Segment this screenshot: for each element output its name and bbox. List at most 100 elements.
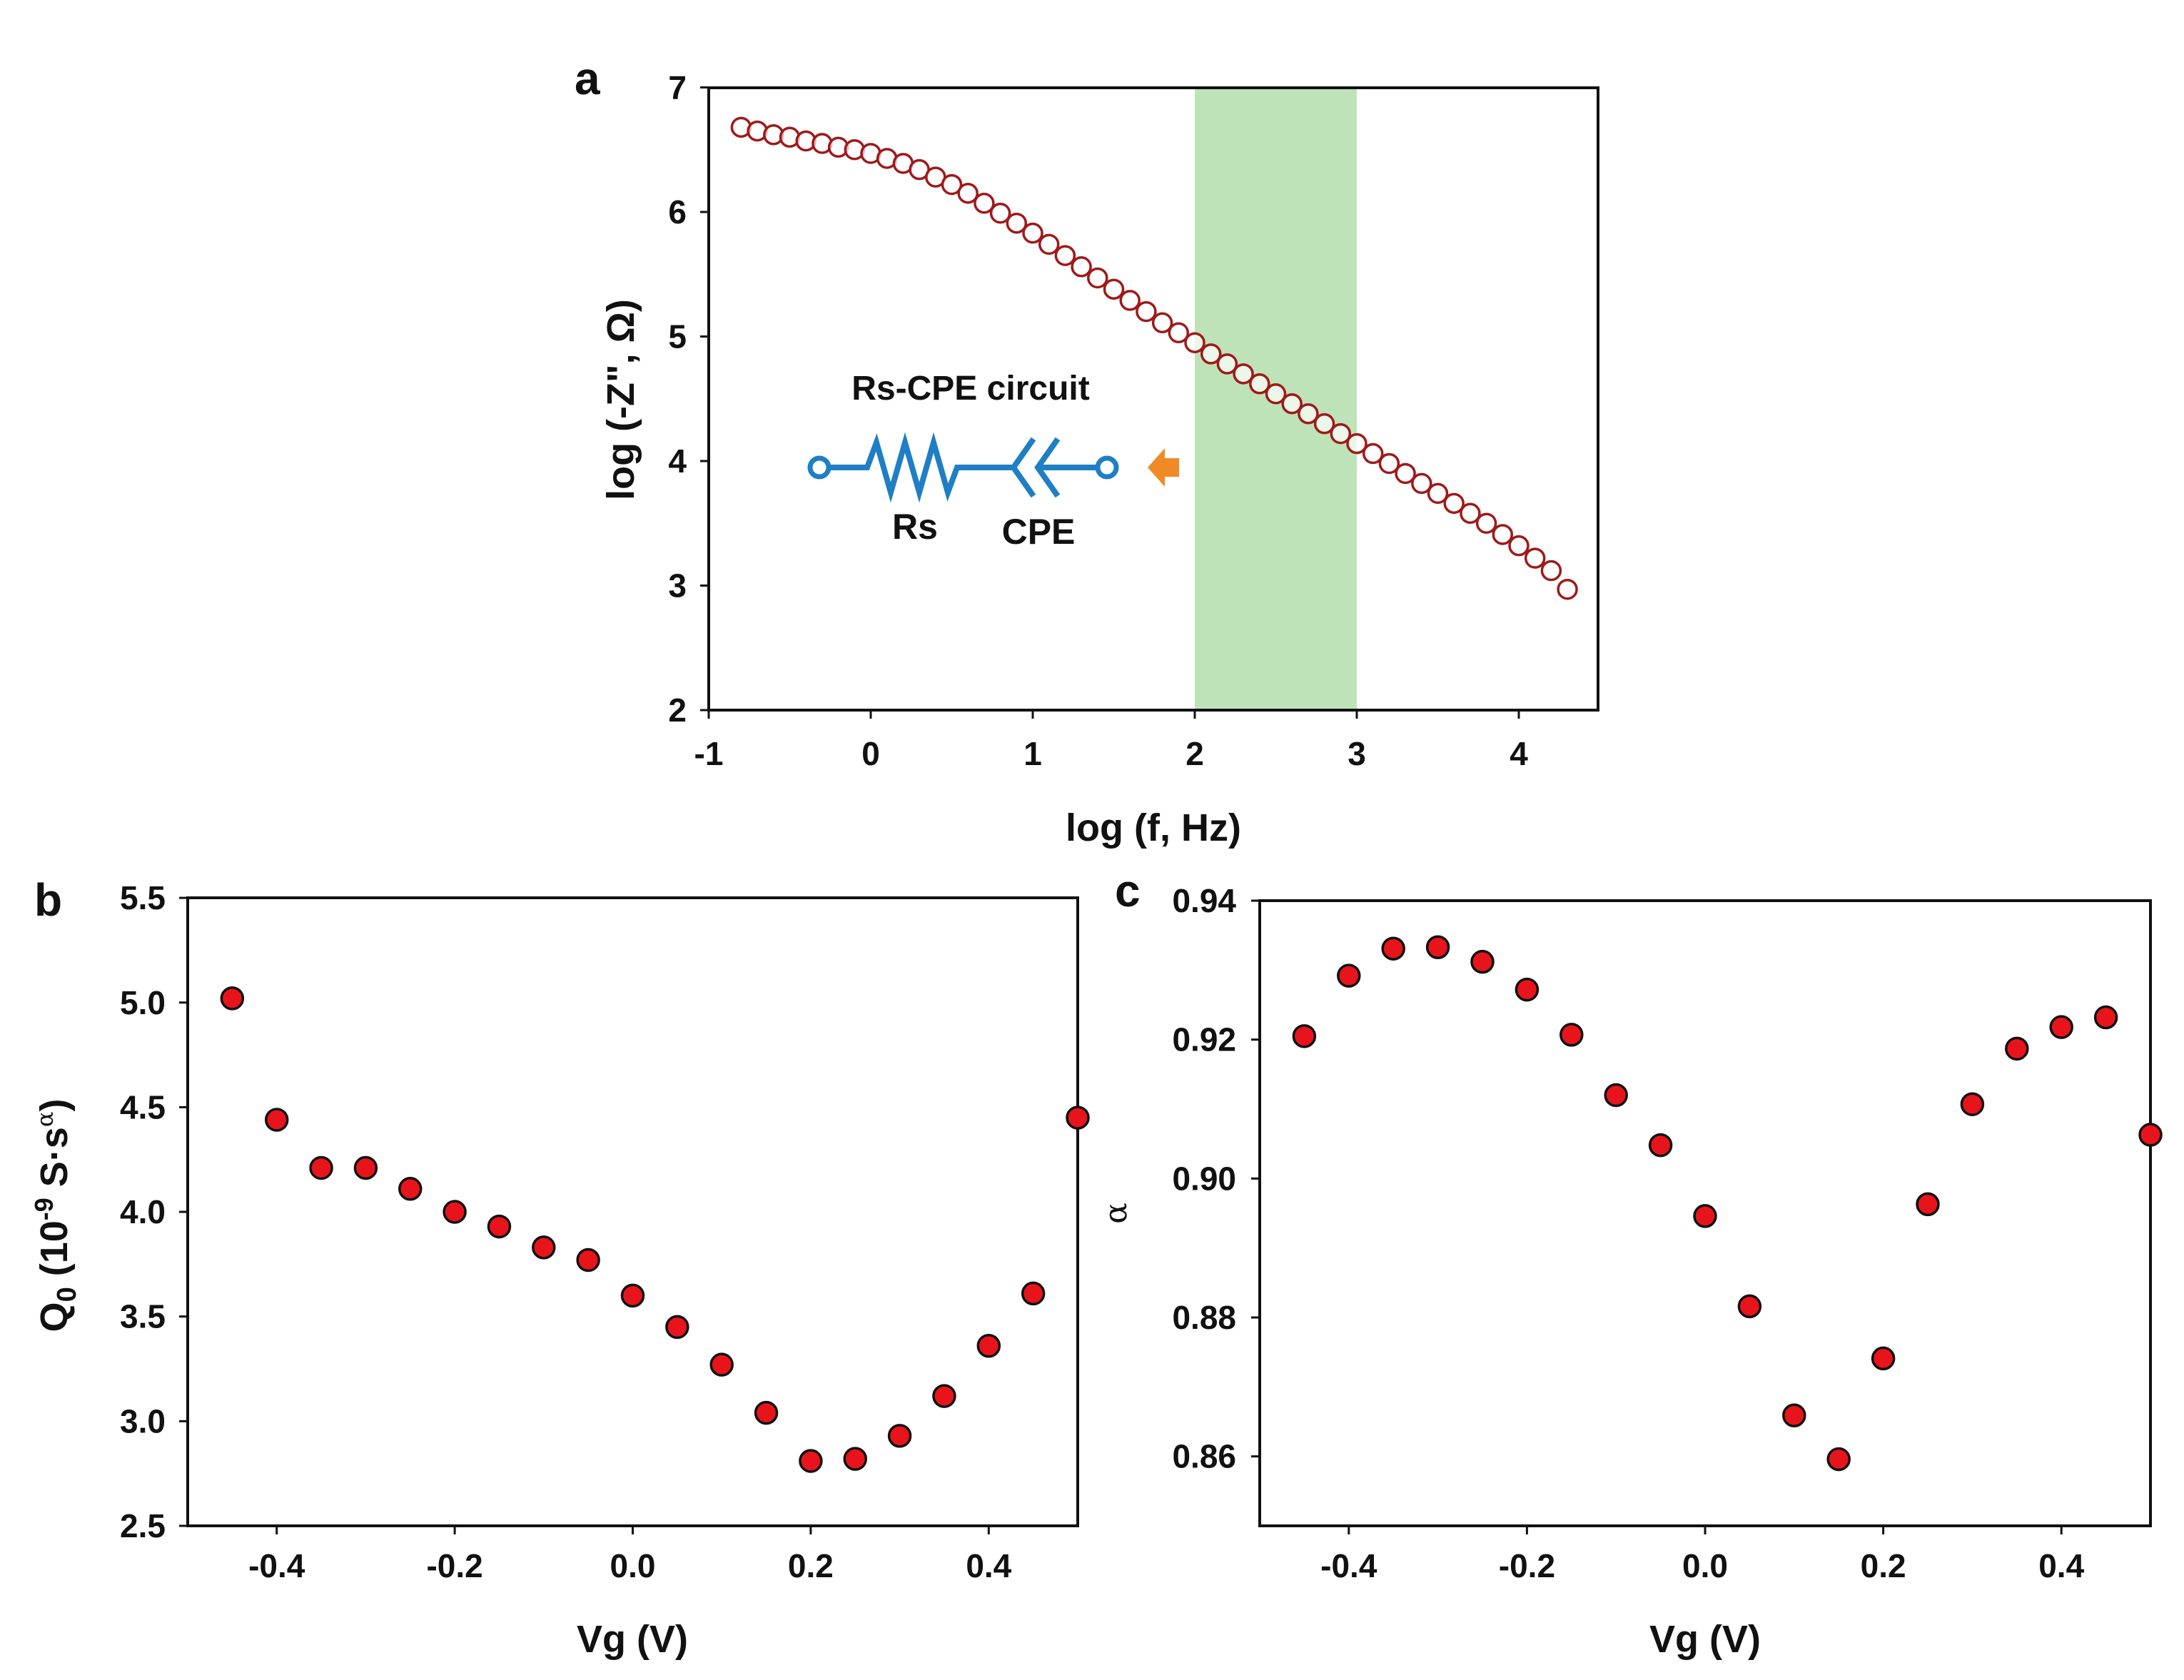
- y-title-b-main: Q: [33, 1302, 76, 1332]
- panel-letter-a: a: [575, 53, 600, 104]
- y-tick-label: 4: [668, 442, 687, 480]
- data-point: [1337, 963, 1361, 988]
- y-tick-label: 6: [668, 193, 687, 231]
- x-tick-label: 3: [1348, 735, 1366, 772]
- y-title-b-sub: 0: [52, 1287, 82, 1302]
- data-point: [989, 202, 1011, 224]
- circuit-inset: Rs-CPE circuit Rs CPE: [807, 370, 1179, 552]
- data-point: [2049, 1015, 2073, 1039]
- plot-frame-a: [707, 86, 1599, 712]
- data-point: [1470, 949, 1495, 974]
- series-b: [220, 986, 1090, 1473]
- data-point: [1184, 332, 1205, 353]
- y-tick-label: 7: [668, 69, 687, 106]
- x-tick-label: 2: [1185, 735, 1204, 772]
- data-point: [1960, 1092, 1985, 1116]
- data-point: [2093, 1005, 2118, 1030]
- data-point: [1508, 535, 1530, 557]
- data-point: [1492, 524, 1514, 545]
- panel-letter-b: b: [34, 874, 62, 926]
- arrow-icon: [1148, 448, 1179, 487]
- data-point: [2138, 1123, 2163, 1147]
- y-axis-title-b: Q0 (10-9 S·sα): [29, 1099, 82, 1332]
- data-point: [1524, 547, 1546, 569]
- data-point: [1298, 403, 1319, 425]
- data-point: [1066, 1105, 1090, 1130]
- x-tick-label: 4: [1510, 735, 1528, 772]
- data-point: [1475, 512, 1497, 534]
- y-tick-label: 3.5: [120, 1298, 166, 1335]
- y-title-b-alpha: α: [31, 1112, 59, 1128]
- y-tick-label: 5.0: [120, 984, 166, 1021]
- data-point: [1737, 1294, 1762, 1319]
- data-point: [754, 1400, 779, 1425]
- data-point: [1378, 452, 1400, 475]
- data-point: [576, 1248, 600, 1272]
- y-title-b-mid: (10: [33, 1220, 76, 1287]
- x-axis-title-b: Vg (V): [577, 1618, 688, 1661]
- y-tick-label: 0.94: [1172, 882, 1236, 919]
- data-point: [1038, 233, 1060, 255]
- data-point: [709, 1352, 734, 1377]
- data-point: [398, 1177, 423, 1201]
- circuit-diagram: [807, 432, 1119, 503]
- data-point: [1648, 1133, 1673, 1158]
- x-tick-label: -0.4: [248, 1547, 305, 1584]
- panel-letter-c: c: [1115, 865, 1141, 916]
- y-title-b-sup: -9: [29, 1198, 59, 1220]
- y-tick-label: 2: [668, 692, 687, 729]
- data-point: [1395, 462, 1416, 485]
- data-point: [1119, 290, 1141, 311]
- y-title-b-close: ): [33, 1099, 76, 1112]
- data-point: [220, 986, 245, 1011]
- data-point: [1330, 422, 1352, 445]
- data-point: [1021, 1281, 1046, 1306]
- y-axis-title-c: α: [1098, 1203, 1134, 1224]
- data-point: [799, 1449, 823, 1473]
- data-point: [1515, 977, 1540, 1002]
- data-point: [1826, 1447, 1851, 1472]
- x-tick-label: -0.2: [1499, 1547, 1555, 1584]
- data-point: [957, 183, 979, 204]
- y-title-b-unit: S·s: [33, 1127, 76, 1198]
- x-tick-label: 0.0: [610, 1547, 656, 1584]
- data-point: [1362, 442, 1384, 465]
- x-tick-label: 0: [861, 735, 880, 772]
- axis-ticks-b: -0.4 -0.2 0.0 0.2 0.4 2.5 3.0 3.5 4.0 4.5 5.0 5.5: [120, 879, 1012, 1584]
- circuit-terminal-right: [1095, 455, 1119, 480]
- series-c: [1292, 935, 2163, 1472]
- data-point: [941, 173, 963, 196]
- data-point: [1292, 1024, 1317, 1048]
- x-tick-label: -0.2: [426, 1547, 482, 1584]
- x-tick-label: 0.2: [788, 1547, 834, 1584]
- data-point: [1006, 212, 1028, 234]
- y-tick-label: 0.90: [1172, 1160, 1236, 1197]
- data-point: [1216, 353, 1238, 375]
- panel-a-chart: a -1 0 1 2 3 4 2 3 4 5 6 7 Rs-CPE circuit Rs CPE lo…: [575, 53, 1599, 849]
- data-point: [1559, 1023, 1584, 1047]
- y-tick-label: 5: [668, 318, 687, 355]
- x-tick-label: 0.4: [2038, 1547, 2084, 1584]
- y-tick-label: 2.5: [120, 1507, 166, 1544]
- data-point: [1281, 393, 1303, 415]
- data-point: [932, 1384, 956, 1408]
- y-tick-label: 3.0: [120, 1402, 166, 1439]
- x-tick-label: -1: [694, 735, 724, 772]
- panel-c-chart: c -0.4 -0.2 0.0 0.2 0.40.860.880.900.920.94 …: [1098, 865, 2163, 1661]
- series-a: [730, 116, 1578, 600]
- x-axis-title-a: log (f, Hz): [1066, 806, 1241, 849]
- data-point: [264, 1108, 289, 1132]
- y-axis-title-a: log (-Z", Ω): [600, 299, 642, 500]
- data-point: [1346, 432, 1367, 455]
- data-point: [1381, 936, 1405, 961]
- data-point: [1136, 300, 1157, 323]
- x-tick-label: 1: [1023, 735, 1042, 772]
- y-tick-label: 3: [668, 567, 687, 604]
- data-point: [1233, 363, 1254, 385]
- data-point: [1427, 482, 1449, 505]
- data-point: [1087, 267, 1108, 289]
- x-axis-title-c: Vg (V): [1649, 1618, 1761, 1661]
- data-point: [1782, 1403, 1806, 1427]
- x-tick-label: 0.2: [1861, 1547, 1906, 1584]
